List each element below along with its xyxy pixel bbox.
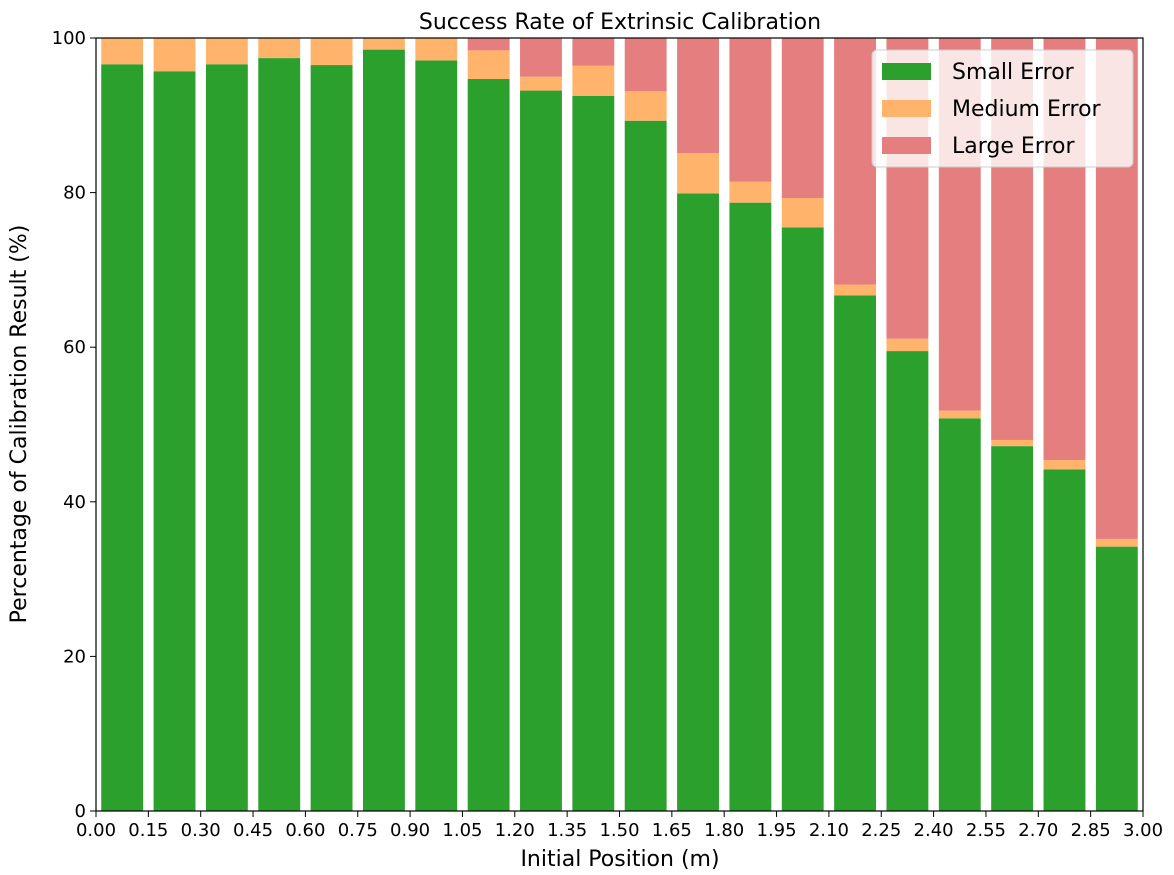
bar-medium-error-19	[1095, 538, 1138, 547]
x-tick-label: 0.45	[233, 820, 273, 841]
bar-medium-error-4	[310, 38, 353, 66]
bar-small-error-12	[729, 202, 772, 812]
chart-title: Success Rate of Extrinsic Calibration	[419, 10, 821, 35]
x-tick-label: 2.85	[1071, 820, 1111, 841]
x-tick-label: 2.25	[861, 820, 901, 841]
bar-small-error-16	[938, 418, 981, 811]
x-tick-label: 0.30	[181, 820, 221, 841]
bar-medium-error-1	[153, 38, 196, 72]
bar-large-error-9	[572, 38, 615, 66]
bar-medium-error-6	[415, 38, 458, 61]
x-tick-label: 2.10	[809, 820, 849, 841]
x-tick-label: 0.15	[128, 820, 168, 841]
bar-small-error-13	[781, 227, 824, 811]
bar-large-error-14	[834, 38, 877, 285]
bar-large-error-13	[781, 38, 824, 199]
legend-label: Small Error	[952, 60, 1075, 85]
x-tick-label: 0.90	[390, 820, 430, 841]
x-tick-label: 2.40	[914, 820, 954, 841]
bar-large-error-12	[729, 38, 772, 182]
bar-medium-error-15	[886, 338, 929, 352]
bar-medium-error-14	[834, 284, 877, 296]
x-tick-label: 1.95	[757, 820, 797, 841]
bar-medium-error-7	[467, 50, 510, 79]
y-tick-label: 80	[63, 183, 86, 204]
bar-small-error-19	[1095, 546, 1138, 811]
bar-medium-error-18	[1043, 460, 1086, 470]
bar-small-error-0	[101, 64, 144, 812]
x-tick-label: 2.55	[966, 820, 1006, 841]
bar-medium-error-8	[520, 76, 562, 91]
bar-small-error-2	[205, 64, 248, 812]
bar-small-error-1	[153, 71, 196, 811]
x-axis-label: Initial Position (m)	[520, 847, 719, 872]
y-tick-label: 40	[63, 492, 86, 513]
bar-small-error-7	[467, 78, 510, 812]
x-tick-label: 1.65	[652, 820, 692, 841]
y-tick-label: 100	[52, 28, 86, 49]
legend-swatch	[882, 137, 931, 154]
bar-large-error-7	[467, 38, 510, 51]
x-ticks-group: 0.00 0.15 0.30 0.45 0.60 0.75 0.90 1.05 1.20 1.35…	[76, 811, 1163, 841]
bar-large-error-10	[624, 38, 667, 92]
x-tick-label: 1.20	[495, 820, 535, 841]
x-tick-label: 3.00	[1123, 820, 1163, 841]
bar-small-error-8	[520, 90, 562, 811]
bar-large-error-8	[520, 38, 562, 77]
x-tick-label: 1.50	[599, 820, 639, 841]
bar-medium-error-16	[938, 410, 981, 419]
legend: Small Error Medium Error Large Error	[871, 49, 1134, 168]
legend-swatch	[882, 100, 931, 117]
x-tick-label: 2.70	[1018, 820, 1058, 841]
bar-medium-error-5	[362, 38, 405, 50]
bar-small-error-6	[415, 60, 458, 812]
bar-small-error-15	[886, 351, 929, 811]
bar-medium-error-0	[101, 38, 144, 65]
bar-medium-error-17	[991, 439, 1034, 447]
bar-medium-error-9	[572, 65, 615, 96]
bar-large-error-11	[677, 38, 719, 154]
plot-frame	[95, 37, 1144, 812]
bar-medium-error-3	[258, 38, 301, 59]
y-tick-label: 60	[63, 337, 86, 358]
bar-small-error-10	[624, 120, 667, 811]
x-tick-label: 1.80	[704, 820, 744, 841]
y-axis-label: Percentage of Calibration Result (%)	[7, 225, 32, 624]
x-tick-label: 1.35	[547, 820, 587, 841]
y-tick-label: 20	[63, 646, 86, 667]
bar-small-error-11	[677, 193, 719, 812]
bar-medium-error-2	[205, 38, 248, 65]
bar-small-error-18	[1043, 469, 1086, 811]
x-tick-label: 0.00	[76, 820, 116, 841]
bar-medium-error-11	[677, 153, 719, 194]
legend-box	[871, 49, 1134, 168]
legend-label: Medium Error	[952, 97, 1102, 122]
y-tick-label: 0	[75, 801, 86, 822]
bar-small-error-3	[258, 58, 301, 811]
bar-small-error-17	[991, 446, 1034, 811]
x-tick-label: 0.75	[338, 820, 378, 841]
bar-medium-error-12	[729, 181, 772, 203]
bar-small-error-5	[362, 49, 405, 812]
bar-medium-error-10	[624, 91, 667, 121]
legend-swatch	[882, 63, 931, 80]
legend-label: Large Error	[952, 134, 1075, 159]
bar-medium-error-13	[781, 198, 824, 228]
bar-small-error-9	[572, 95, 615, 812]
x-tick-label: 1.05	[442, 820, 482, 841]
bar-small-error-4	[310, 65, 353, 812]
y-ticks-group: 0 20 40 60 80 100	[52, 28, 96, 822]
bar-small-error-14	[834, 295, 877, 811]
x-tick-label: 0.60	[285, 820, 325, 841]
